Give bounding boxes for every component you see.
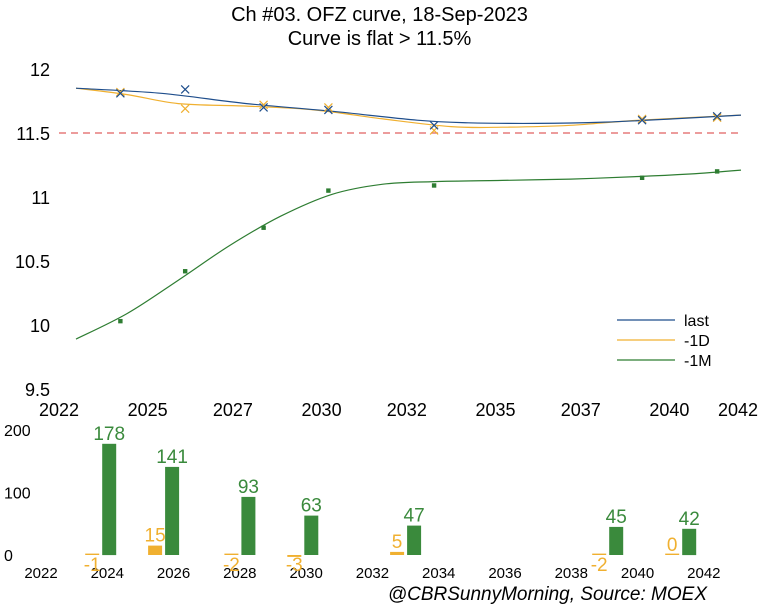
y-tick-label-top: 10.5 [15, 252, 50, 272]
series-point-1d [259, 100, 269, 110]
legend-label-last: last [684, 313, 709, 330]
bar-1d [85, 553, 100, 555]
series-point-last [323, 105, 333, 115]
series-point-last [259, 102, 269, 112]
series-point-1m [639, 175, 645, 180]
bar-1m [304, 515, 319, 555]
x-tick-label-top: 2025 [128, 400, 168, 420]
chart-subtitle: Curve is flat > 11.5% [287, 28, 472, 50]
yield-curve-plot: 9.5 10 10.5 11 11.5 12 2022 2025 2027 2030 2032 203… [15, 60, 758, 420]
bar-1d [287, 555, 302, 557]
bar-1m [407, 525, 422, 555]
bar-value-label-1m: 141 [156, 447, 188, 468]
bar-series-1d: -1 15 -2 -3 5 -2 0 [84, 526, 680, 576]
legend: last -1D -1M [617, 313, 712, 370]
bar-1d [148, 545, 163, 555]
x-tick-label-top: 2030 [302, 400, 342, 420]
x-tick-label-top: 2037 [561, 400, 601, 420]
x-tick-label-bottom: 2022 [24, 565, 57, 582]
x-tick-label-top: 2035 [475, 400, 515, 420]
y-tick-label-top: 11.5 [16, 124, 50, 144]
y-tick-label-top: 11 [31, 188, 50, 208]
series-line-1d [75, 87, 742, 129]
x-tick-label-bottom: 2036 [488, 565, 521, 582]
series-line-1m [75, 169, 742, 340]
bar-1m [241, 496, 256, 555]
bar-1m [165, 466, 180, 555]
bar-1d [665, 553, 680, 555]
series-point-1m [261, 225, 266, 230]
series-point-last [429, 120, 439, 130]
series-point-1m [714, 169, 720, 174]
x-tick-label-bottom: 2038 [555, 565, 588, 582]
series-point-1m [326, 188, 331, 193]
bar-1m [682, 528, 697, 556]
series-point-1d [637, 114, 647, 124]
bar-value-label-1d: -3 [286, 555, 303, 576]
y-tick-label-bottom: 200 [4, 423, 31, 440]
chart-title: Ch #03. OFZ curve, 18-Sep-2023 [231, 4, 528, 26]
x-tick-label-bottom: 2034 [422, 565, 455, 582]
bar-value-label-1d: 5 [392, 532, 403, 553]
x-tick-label-top: 2040 [649, 400, 689, 420]
series-point-1m [431, 183, 437, 188]
x-tick-label-top: 2042 [718, 400, 758, 420]
bar-1d [224, 553, 239, 555]
bar-value-label-1d: -1 [84, 555, 101, 576]
series-point-1m [182, 269, 188, 274]
series-point-last [637, 115, 647, 125]
series-line-last [75, 87, 742, 125]
y-tick-label-top: 9.5 [25, 380, 50, 400]
series-point-1d [180, 104, 190, 114]
x-tick-label-top: 2027 [213, 400, 253, 420]
bar-value-label-1m: 63 [301, 496, 322, 517]
y-tick-label-bottom: 0 [4, 548, 13, 565]
x-tick-label-bottom: 2040 [621, 565, 654, 582]
x-tick-label-bottom: 2028 [223, 565, 256, 582]
series-point-last [712, 111, 722, 121]
bar-value-label-1d: 15 [145, 526, 166, 547]
bar-1m [102, 443, 117, 556]
series-point-1m [118, 318, 123, 324]
bar-value-label-1d: -2 [223, 555, 240, 576]
y-tick-label-bottom: 100 [4, 486, 31, 503]
bar-value-label-1m: 42 [679, 509, 700, 530]
legend-label-1d: -1D [684, 333, 710, 350]
x-tick-label-top: 2022 [39, 400, 79, 420]
y-tick-label-top: 10 [30, 316, 50, 336]
x-tick-label-bottom: 2030 [289, 565, 322, 582]
x-tick-label-bottom: 2032 [356, 565, 389, 582]
x-tick-label-bottom: 2042 [687, 565, 720, 582]
series-point-last [180, 85, 190, 94]
bar-value-label-1m: 45 [606, 507, 627, 528]
legend-label-1m: -1M [684, 353, 712, 370]
series-point-1d [712, 113, 722, 123]
bar-value-label-1d: -2 [591, 555, 608, 576]
bar-1d [592, 553, 607, 555]
bar-1m [609, 526, 624, 555]
source-credit: @CBRSunnyMorning, Source: MOEX [387, 584, 707, 605]
bar-1d [390, 551, 405, 555]
series-point-1d [115, 87, 125, 97]
change-bar-plot: 0 100 200 2022 2024 2026 2028 2030 2032 2034 2036 2… [4, 423, 721, 582]
bar-value-label-1m: 93 [238, 477, 259, 498]
bar-series-1m: 178 141 93 63 47 45 42 [93, 424, 700, 556]
bar-value-label-1m: 178 [93, 424, 125, 445]
x-tick-label-top: 2032 [387, 400, 427, 420]
y-tick-label-top: 12 [30, 60, 50, 80]
bar-value-label-1d: 0 [667, 535, 678, 556]
series-point-1d [323, 102, 333, 112]
x-tick-label-bottom: 2026 [157, 565, 190, 582]
series-point-last [115, 88, 125, 98]
x-tick-label-bottom: 2024 [91, 565, 124, 582]
bar-value-label-1m: 47 [404, 506, 425, 527]
